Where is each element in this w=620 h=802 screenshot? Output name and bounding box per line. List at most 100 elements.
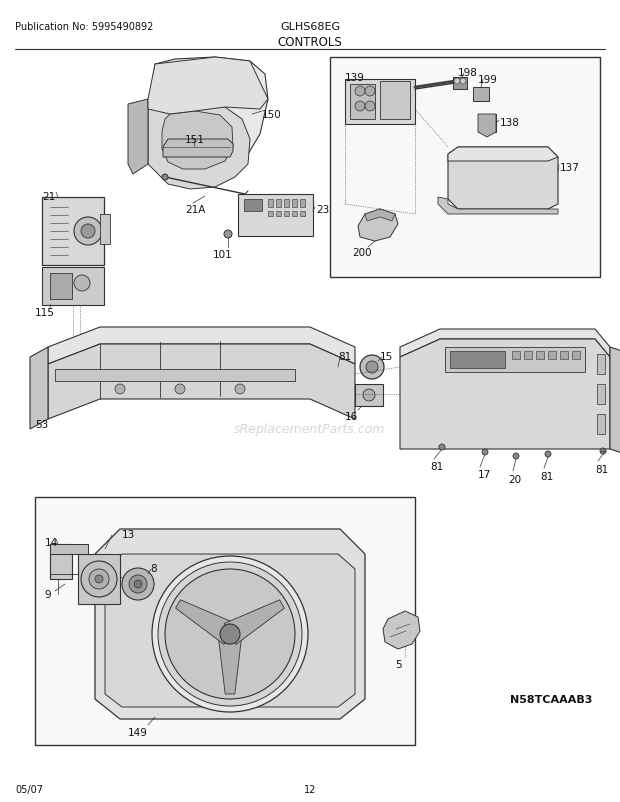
Text: 200: 200 [352, 248, 371, 257]
Bar [597, 415, 605, 435]
Bar [548, 351, 556, 359]
Circle shape [454, 79, 460, 85]
Text: 12: 12 [304, 784, 316, 794]
Polygon shape [148, 58, 268, 178]
Polygon shape [162, 111, 233, 170]
Bar [597, 354, 605, 375]
Polygon shape [175, 600, 236, 645]
Polygon shape [148, 58, 268, 115]
Polygon shape [30, 347, 48, 429]
Text: N58TCAAAB3: N58TCAAAB3 [510, 695, 592, 704]
Circle shape [158, 562, 302, 706]
Bar [100, 215, 110, 245]
Circle shape [366, 362, 378, 374]
Text: 81: 81 [595, 464, 608, 475]
Polygon shape [383, 611, 420, 649]
Polygon shape [95, 529, 365, 719]
Circle shape [129, 575, 147, 593]
Bar [300, 200, 305, 208]
Text: 9: 9 [44, 589, 51, 599]
Bar [42, 198, 104, 265]
Text: 81: 81 [540, 472, 553, 481]
Polygon shape [400, 339, 610, 449]
Bar [244, 200, 262, 212]
Circle shape [74, 276, 90, 292]
Circle shape [235, 384, 245, 395]
Text: 138: 138 [500, 118, 520, 128]
Text: Publication No: 5995490892: Publication No: 5995490892 [15, 22, 153, 32]
Bar [350, 85, 375, 119]
Bar [268, 212, 273, 217]
Bar [292, 200, 297, 208]
Bar [453, 78, 467, 90]
Polygon shape [365, 210, 395, 221]
Text: 05/07: 05/07 [15, 784, 43, 794]
Circle shape [165, 569, 295, 699]
Bar [478, 115, 496, 133]
Circle shape [365, 102, 375, 111]
Polygon shape [128, 100, 148, 175]
Circle shape [152, 557, 308, 712]
Circle shape [122, 569, 154, 600]
Polygon shape [105, 554, 355, 707]
Circle shape [175, 384, 185, 395]
Polygon shape [478, 115, 496, 138]
Bar [345, 80, 415, 125]
Bar [42, 268, 104, 306]
Circle shape [81, 225, 95, 239]
Circle shape [460, 79, 466, 85]
Text: 21: 21 [42, 192, 55, 202]
Text: 151: 151 [185, 135, 205, 145]
Text: 139: 139 [345, 73, 365, 83]
Circle shape [482, 449, 488, 456]
Circle shape [600, 448, 606, 455]
Bar [597, 384, 605, 404]
Polygon shape [148, 103, 250, 190]
Bar [276, 212, 281, 217]
Bar [284, 212, 289, 217]
Bar [50, 545, 88, 554]
Bar [238, 195, 313, 237]
Circle shape [134, 581, 142, 588]
Bar [524, 351, 532, 359]
Circle shape [513, 453, 519, 460]
Circle shape [74, 217, 102, 245]
Bar [355, 384, 383, 407]
Circle shape [220, 624, 240, 644]
Text: 115: 115 [35, 308, 55, 318]
Bar [268, 200, 273, 208]
Bar [276, 200, 281, 208]
Text: 8: 8 [150, 563, 157, 573]
Bar [512, 351, 520, 359]
Polygon shape [448, 148, 558, 162]
Text: CONTROLS: CONTROLS [278, 36, 342, 49]
Bar [300, 212, 305, 217]
Text: 5: 5 [395, 659, 402, 669]
Bar [450, 351, 505, 369]
Text: 14: 14 [45, 537, 58, 547]
Circle shape [115, 384, 125, 395]
Text: 23: 23 [316, 205, 329, 215]
Text: 13: 13 [122, 529, 135, 539]
Circle shape [81, 561, 117, 597]
Circle shape [95, 575, 103, 583]
Circle shape [224, 231, 232, 239]
Text: 150: 150 [262, 110, 281, 119]
Polygon shape [400, 330, 610, 358]
Circle shape [365, 87, 375, 97]
Text: 198: 198 [458, 68, 478, 78]
Bar [380, 82, 410, 119]
Bar [445, 347, 585, 373]
Text: 20: 20 [508, 475, 521, 484]
Text: 81: 81 [338, 351, 352, 362]
Circle shape [363, 390, 375, 402]
Bar [78, 554, 120, 604]
Bar [55, 370, 295, 382]
Text: 15: 15 [380, 351, 393, 362]
Text: 149: 149 [128, 727, 148, 737]
Text: 17: 17 [478, 469, 491, 480]
Circle shape [89, 569, 109, 589]
Text: sReplacementParts.com: sReplacementParts.com [234, 423, 386, 436]
Circle shape [545, 452, 551, 457]
Bar [50, 273, 72, 300]
